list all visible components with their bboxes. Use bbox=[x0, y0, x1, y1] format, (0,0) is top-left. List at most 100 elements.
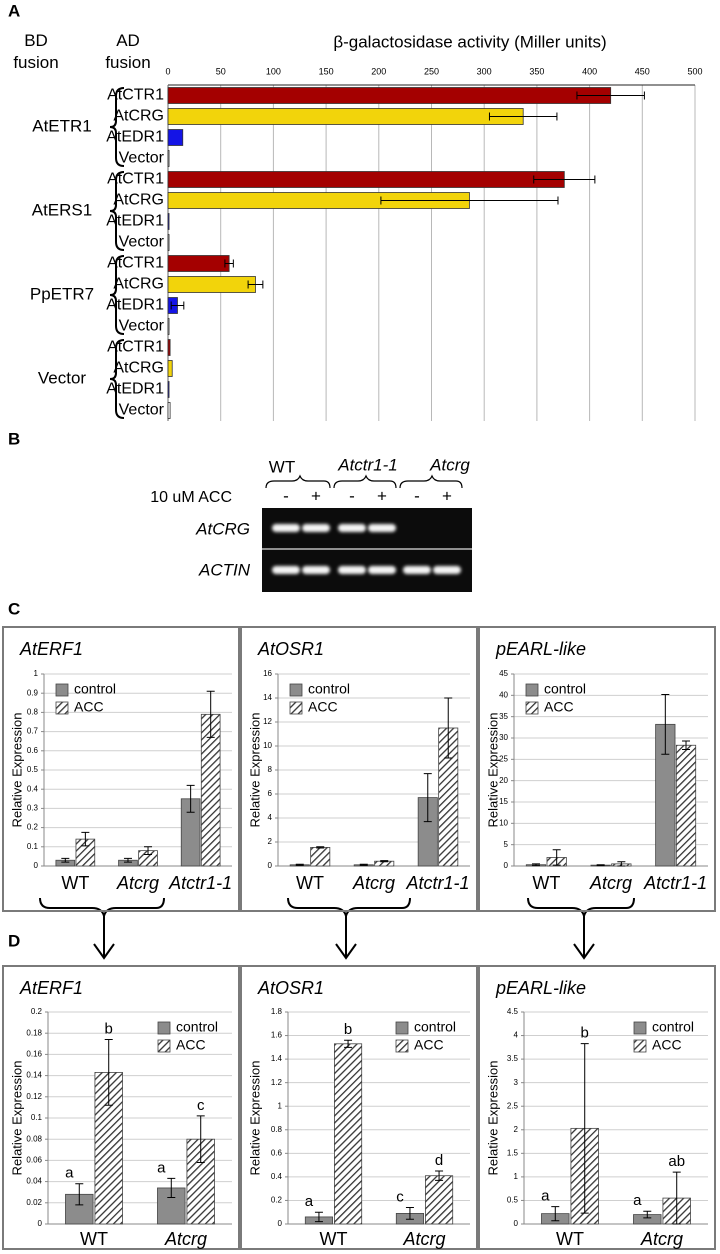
group-brace bbox=[109, 171, 125, 251]
y-tick-label: 0.1 bbox=[27, 842, 39, 851]
x-tick-label: WT bbox=[320, 1229, 348, 1249]
x-tick-label: Atcrg bbox=[164, 1229, 207, 1249]
error-bar bbox=[580, 1043, 589, 1214]
x-tick-label: WT bbox=[61, 873, 89, 893]
bar bbox=[167, 339, 171, 356]
x-tick-label: Atcrg bbox=[116, 873, 159, 893]
legend-label: control bbox=[544, 681, 586, 697]
bar bbox=[167, 381, 170, 398]
y-axis-label: Relative Expression bbox=[485, 713, 500, 828]
row-label: AtCRG bbox=[113, 276, 164, 293]
bar bbox=[167, 171, 565, 188]
row-label: AtCTR1 bbox=[107, 171, 164, 188]
legend-swatch bbox=[157, 1039, 171, 1053]
y-tick-label: 0.8 bbox=[271, 1125, 283, 1134]
row-label: AtCTR1 bbox=[107, 87, 164, 104]
chart-title: AtOSR1 bbox=[257, 978, 324, 998]
significance-letter: a bbox=[541, 1188, 550, 1205]
legend-label: control bbox=[652, 1019, 694, 1035]
y-tick-label: 0.16 bbox=[26, 1050, 42, 1059]
y-axis-label: Relative Expression bbox=[9, 713, 24, 828]
y-tick-label: 0.06 bbox=[26, 1156, 42, 1165]
gel-brace bbox=[265, 474, 463, 489]
legend-swatch bbox=[525, 701, 539, 715]
row-label: Vector bbox=[119, 234, 165, 251]
y-tick-label: 0.1 bbox=[31, 1113, 43, 1122]
legend-swatch bbox=[289, 683, 303, 697]
x-tick-label: 0 bbox=[165, 66, 170, 76]
y-tick-label: 8 bbox=[268, 765, 273, 774]
x-tick-label: 350 bbox=[529, 66, 544, 76]
error-bar bbox=[531, 863, 540, 867]
y-tick-label: 4 bbox=[514, 1031, 519, 1040]
error-bar bbox=[672, 1171, 681, 1225]
significance-letter: b bbox=[344, 1021, 352, 1038]
y-axis-label: Relative Expression bbox=[485, 1061, 500, 1176]
significance-letter: c bbox=[396, 1188, 404, 1205]
bar bbox=[310, 847, 331, 867]
y-tick-label: 1 bbox=[278, 1101, 283, 1110]
y-tick-label: 3.5 bbox=[507, 1054, 519, 1063]
error-bar bbox=[380, 196, 559, 205]
x-tick-label: 300 bbox=[477, 66, 492, 76]
panel-label: A bbox=[8, 1, 20, 20]
row-label: AtCTR1 bbox=[107, 255, 164, 272]
y-tick-label: 0 bbox=[514, 1219, 519, 1228]
error-bar bbox=[167, 1177, 176, 1198]
error-bar bbox=[224, 259, 234, 268]
group-brace bbox=[109, 339, 125, 419]
x-tick-label: 250 bbox=[424, 66, 439, 76]
chart-title: pEARL-like bbox=[495, 978, 586, 998]
y-tick-label: 0.5 bbox=[507, 1196, 519, 1205]
y-tick-label: 0 bbox=[278, 1219, 283, 1228]
y-tick-label: 0.08 bbox=[26, 1134, 42, 1143]
gel-band bbox=[403, 566, 431, 574]
legend-swatch bbox=[55, 683, 69, 697]
y-tick-label: 0.9 bbox=[27, 688, 39, 697]
x-axis-label: β-galactosidase activity (Miller units) bbox=[333, 32, 606, 51]
y-tick-label: 1.8 bbox=[271, 1007, 283, 1016]
y-tick-label: 1.2 bbox=[271, 1078, 283, 1087]
x-tick-label: Atcrg bbox=[352, 873, 395, 893]
significance-letter: c bbox=[197, 1097, 205, 1114]
error-bar bbox=[75, 1183, 84, 1206]
legend-label: ACC bbox=[308, 699, 338, 715]
error-bar bbox=[682, 740, 691, 751]
y-tick-label: 5 bbox=[504, 840, 509, 849]
error-bar bbox=[551, 1206, 560, 1222]
gel-band bbox=[338, 524, 366, 532]
legend-swatch bbox=[633, 1039, 647, 1053]
gel-band bbox=[338, 566, 366, 574]
legend-swatch bbox=[55, 701, 69, 715]
bar bbox=[334, 1043, 363, 1225]
x-tick-label: Atcrg bbox=[640, 1229, 683, 1249]
y-tick-label: 4 bbox=[268, 813, 273, 822]
legend-swatch bbox=[395, 1039, 409, 1053]
significance-letter: ab bbox=[668, 1153, 685, 1170]
y-tick-label: 0.7 bbox=[27, 727, 39, 736]
y-tick-label: 2.5 bbox=[507, 1101, 519, 1110]
bar bbox=[167, 234, 170, 251]
error-bar bbox=[186, 784, 195, 813]
legend-label: control bbox=[74, 681, 116, 697]
significance-letter: b bbox=[105, 1021, 113, 1038]
y-tick-label: 4.5 bbox=[507, 1007, 519, 1016]
error-bar bbox=[295, 863, 304, 866]
group-label: AtETR1 bbox=[32, 116, 92, 135]
error-bar bbox=[423, 773, 432, 823]
x-tick-label: 200 bbox=[371, 66, 386, 76]
y-tick-label: 0.04 bbox=[26, 1177, 42, 1186]
panel-box bbox=[2, 626, 240, 912]
legend-label: control bbox=[414, 1019, 456, 1035]
error-bar bbox=[170, 301, 185, 310]
bar bbox=[167, 255, 230, 272]
error-bar bbox=[123, 857, 132, 863]
bar bbox=[167, 360, 173, 377]
chart-title: AtOSR1 bbox=[257, 639, 324, 659]
row-label: AtEDR1 bbox=[106, 213, 164, 230]
bar bbox=[167, 318, 170, 335]
legend-swatch bbox=[289, 701, 303, 715]
x-tick-label: 50 bbox=[216, 66, 226, 76]
y-tick-label: 0.4 bbox=[271, 1172, 283, 1181]
